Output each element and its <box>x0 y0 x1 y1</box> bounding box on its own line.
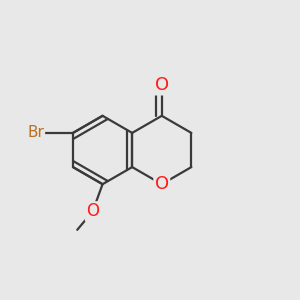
Text: O: O <box>155 76 169 94</box>
Text: O: O <box>155 175 169 193</box>
Text: Br: Br <box>27 125 44 140</box>
Text: O: O <box>86 202 99 220</box>
